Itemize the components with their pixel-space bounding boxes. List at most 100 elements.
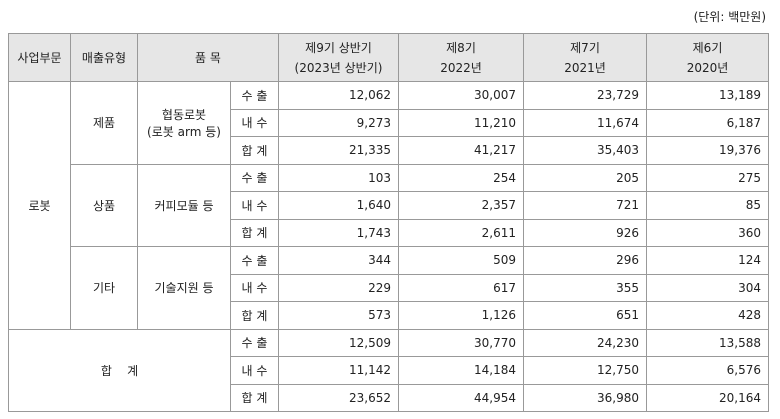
- row-label: 수 출: [230, 163, 279, 192]
- header-cell: 제6기 2020년: [646, 33, 769, 82]
- header-row: 사업부문 매출유형 품 목 제9기 상반기 (2023년 상반기) 제8기 2022년 제7기…: [8, 33, 769, 82]
- body-row: 내 수 1,640 2,357 721 85: [9, 191, 769, 220]
- value-cell: 1,640: [278, 191, 399, 220]
- segment-cell: 로봇: [8, 81, 71, 330]
- row-label: 합 계: [230, 218, 279, 247]
- header-cell: 품 목: [137, 33, 279, 82]
- body-row: 상품 커피모듈 등 수 출 103 254 205 275: [9, 163, 769, 247]
- body-row: 내 수 229 617 355 304: [9, 273, 769, 302]
- body-row: 내 수 9,273 11,210 11,674 6,187: [9, 108, 769, 137]
- row-label: 합 계: [230, 383, 279, 412]
- value-cell: 103: [278, 163, 399, 192]
- item-cell: 기술지원 등: [137, 246, 231, 330]
- row-label: 합 계: [230, 301, 279, 330]
- header-cell: 매출유형: [70, 33, 138, 82]
- value-cell: 1,743: [278, 218, 399, 247]
- body-row: 합 계 1,743 2,611 926 360: [9, 218, 769, 247]
- value-cell: 2,611: [398, 218, 524, 247]
- table-body: 로봇 제품 협동로봇 (로봇 arm 등) 수 출 12,062 30,007 23,729 1…: [8, 81, 769, 412]
- value-cell: 21,335: [278, 136, 399, 165]
- type-cell: 기타: [70, 246, 138, 330]
- value-cell: 12,750: [523, 356, 647, 385]
- value-cell: 11,674: [523, 108, 647, 137]
- item-line: (로봇 arm 등): [147, 124, 221, 139]
- value-cell: 355: [523, 273, 647, 302]
- total-row: 합 계 23,652 44,954 36,980 20,164: [9, 383, 769, 412]
- value-cell: 573: [278, 301, 399, 330]
- header-line: 제6기: [692, 40, 723, 55]
- sales-table: 사업부문 매출유형 품 목 제9기 상반기 (2023년 상반기) 제8기 2022년 제7기…: [8, 33, 769, 412]
- header-line: 2020년: [686, 60, 729, 75]
- type-cell: 상품: [70, 163, 138, 247]
- header-line: 제7기: [570, 40, 600, 55]
- table-head: 사업부문 매출유형 품 목 제9기 상반기 (2023년 상반기) 제8기 2022년 제7기…: [8, 33, 769, 82]
- value-cell: 2,357: [398, 191, 524, 220]
- row-label: 내 수: [230, 356, 279, 385]
- item-line: 협동로봇: [161, 107, 207, 122]
- value-cell: 35,403: [523, 136, 647, 165]
- value-cell: 30,770: [398, 328, 524, 357]
- value-cell: 13,588: [646, 328, 769, 357]
- value-cell: 304: [646, 273, 769, 302]
- header-line: 제8기: [446, 40, 476, 55]
- row-label: 수 출: [230, 328, 279, 357]
- value-cell: 23,652: [278, 383, 399, 412]
- item-line: 커피모듈 등: [154, 198, 214, 213]
- value-cell: 721: [523, 191, 647, 220]
- value-cell: 14,184: [398, 356, 524, 385]
- value-cell: 23,729: [523, 81, 647, 110]
- body-row: 합 계 21,335 41,217 35,403 19,376: [9, 136, 769, 165]
- value-cell: 85: [646, 191, 769, 220]
- item-line: 기술지원 등: [154, 281, 214, 296]
- value-cell: 13,189: [646, 81, 769, 110]
- body-row: 기타 기술지원 등 수 출 344 509 296 124: [9, 246, 769, 330]
- header-line: (2023년 상반기): [294, 60, 383, 75]
- value-cell: 509: [398, 246, 524, 275]
- type-cell: 제품: [70, 81, 138, 165]
- value-cell: 124: [646, 246, 769, 275]
- value-cell: 229: [278, 273, 399, 302]
- value-cell: 20,164: [646, 383, 769, 412]
- row-label: 합 계: [230, 136, 279, 165]
- value-cell: 24,230: [523, 328, 647, 357]
- unit-note: (단위: 백만원): [693, 10, 766, 24]
- value-cell: 19,376: [646, 136, 769, 165]
- value-cell: 12,062: [278, 81, 399, 110]
- header-cell: 제7기 2021년: [523, 33, 647, 82]
- value-cell: 926: [523, 218, 647, 247]
- body-row: 합 계 573 1,126 651 428: [9, 301, 769, 330]
- value-cell: 9,273: [278, 108, 399, 137]
- value-cell: 12,509: [278, 328, 399, 357]
- value-cell: 6,576: [646, 356, 769, 385]
- row-label: 수 출: [230, 246, 279, 275]
- header-cell: 제8기 2022년: [398, 33, 524, 82]
- item-cell: 협동로봇 (로봇 arm 등): [137, 81, 231, 165]
- value-cell: 360: [646, 218, 769, 247]
- body-row: 로봇 제품 협동로봇 (로봇 arm 등) 수 출 12,062 30,007 23,729 1…: [8, 81, 769, 330]
- value-cell: 428: [646, 301, 769, 330]
- row-label: 내 수: [230, 108, 279, 137]
- value-cell: 11,210: [398, 108, 524, 137]
- header-cell: 사업부문: [8, 33, 71, 82]
- header-cell: 제9기 상반기 (2023년 상반기): [278, 33, 399, 82]
- value-cell: 6,187: [646, 108, 769, 137]
- value-cell: 296: [523, 246, 647, 275]
- value-cell: 41,217: [398, 136, 524, 165]
- value-cell: 617: [398, 273, 524, 302]
- total-label: 합 계: [8, 328, 231, 412]
- value-cell: 30,007: [398, 81, 524, 110]
- header-line: 제9기 상반기: [305, 40, 372, 55]
- value-cell: 275: [646, 163, 769, 192]
- value-cell: 44,954: [398, 383, 524, 412]
- value-cell: 1,126: [398, 301, 524, 330]
- value-cell: 205: [523, 163, 647, 192]
- value-cell: 651: [523, 301, 647, 330]
- value-cell: 36,980: [523, 383, 647, 412]
- item-cell: 커피모듈 등: [137, 163, 231, 247]
- row-label: 수 출: [230, 81, 279, 110]
- value-cell: 344: [278, 246, 399, 275]
- value-cell: 254: [398, 163, 524, 192]
- row-label: 내 수: [230, 273, 279, 302]
